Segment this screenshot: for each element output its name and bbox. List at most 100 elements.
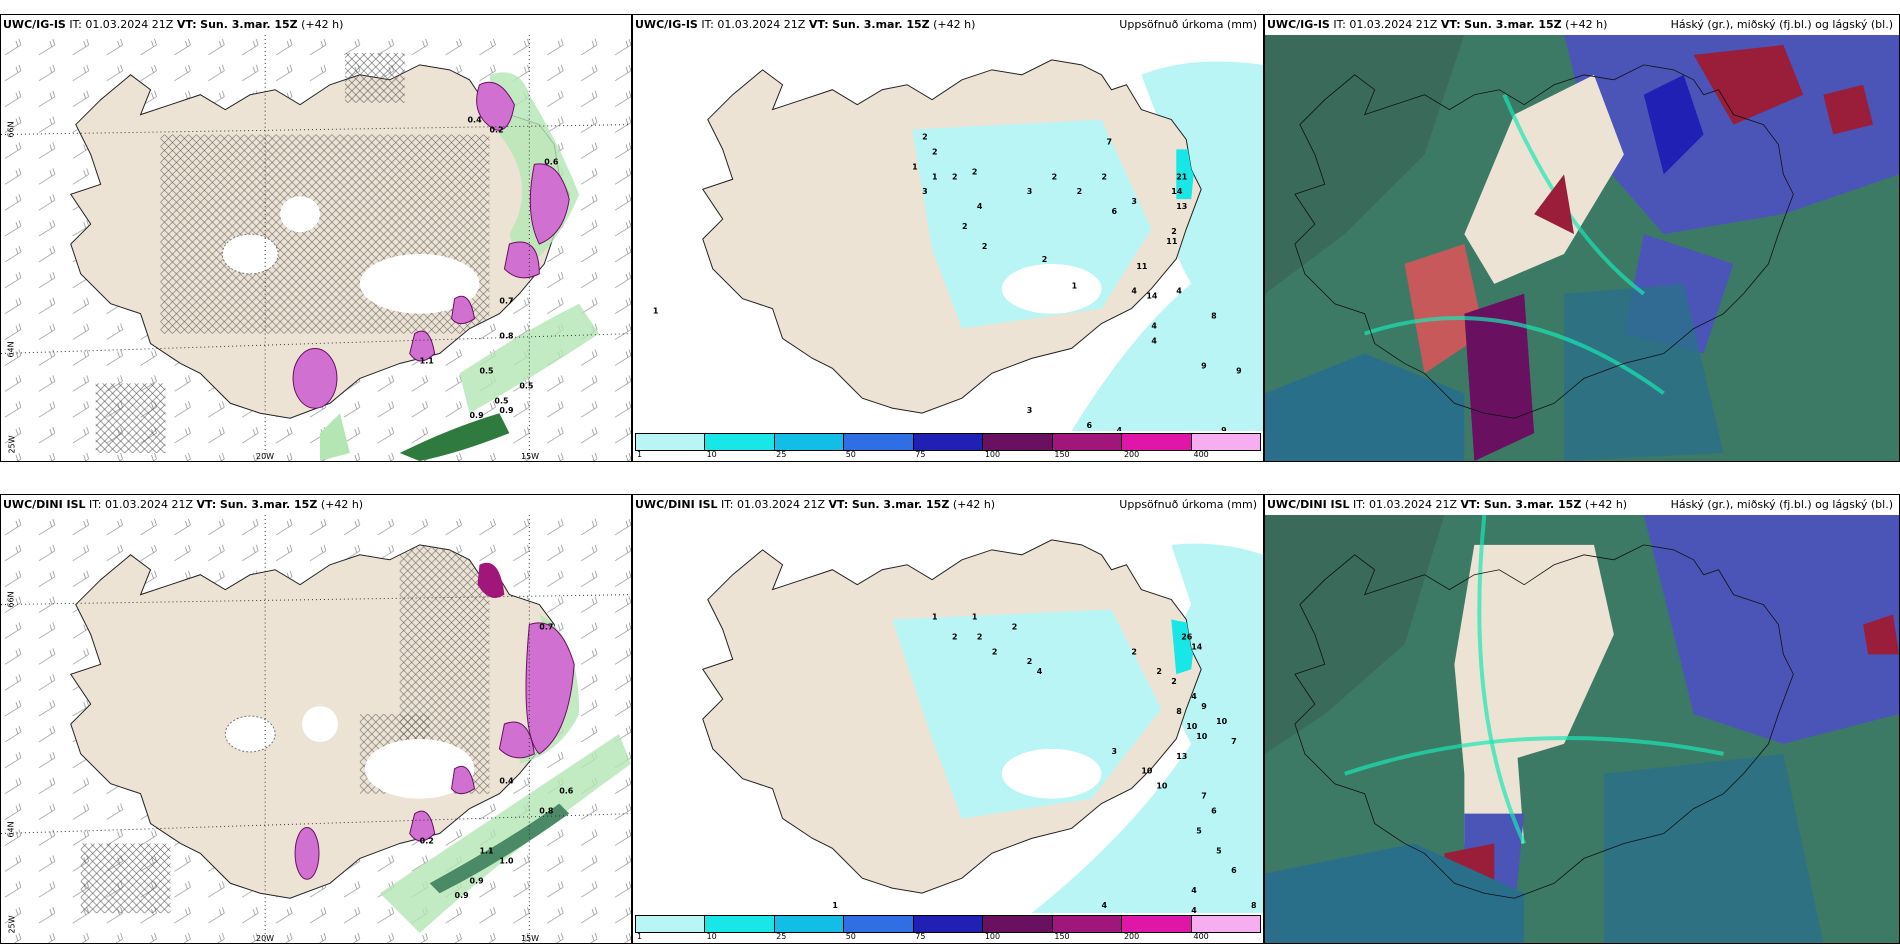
map-canvas	[1265, 35, 1899, 461]
valid-label: VT:	[176, 18, 197, 31]
value-label: 0.6	[559, 787, 574, 796]
value-label: 6	[1211, 807, 1217, 816]
colorbar-label: 25	[776, 932, 787, 941]
value-label: 2	[932, 147, 938, 156]
value-label: 5	[1196, 826, 1202, 835]
precip-accum-map: 1 2 2 1 1 2 2 3 4 2 2 3 2 2 7 2 6 3 2 11 4 14 4 4 8 4 9 9 3 6 4 9 21 14 13…	[633, 35, 1263, 431]
value-label: 2	[977, 632, 983, 641]
valid-label: VT:	[1440, 18, 1461, 31]
value-label: 14	[1171, 187, 1183, 196]
panel-header: UWC/IG-IS IT: 01.03.2024 21Z VT: Sun. 3.…	[633, 15, 1263, 35]
value-label: 4	[1151, 322, 1157, 331]
value-label: 6	[1231, 866, 1237, 875]
init-time: IT: 01.03.2024 21Z	[721, 498, 826, 511]
value-label: 0.9	[455, 891, 470, 900]
value-label: 8	[1176, 707, 1182, 716]
value-label: 0.4	[468, 116, 483, 125]
colorbar-label: 50	[845, 932, 856, 941]
value-label: 0.9	[470, 876, 485, 885]
axis-label-64n: 64N	[6, 821, 16, 838]
value-label: 4	[1151, 336, 1157, 345]
colorbar-swatch	[983, 916, 1053, 932]
value-label: 10	[1186, 722, 1198, 731]
colorbar-swatch	[1191, 434, 1260, 450]
value-label: 7	[1201, 792, 1207, 801]
colorbar-label: 1	[637, 450, 643, 459]
map-canvas: 0.7 0.4 0.6 0.8 1.0 0.9 1.1 0.9 0.2	[1, 515, 631, 943]
value-label: 2	[1156, 667, 1162, 676]
map-canvas: 1122222422249810101071331010765564488426…	[702, 539, 1263, 913]
value-label: 4	[1131, 287, 1137, 296]
value-label: 0.5	[519, 381, 533, 390]
value-label: 11	[1166, 237, 1177, 246]
precip-accum-map: 1122222422249810101071331010765564488426…	[633, 515, 1263, 913]
cloud-cover-map	[1265, 515, 1899, 943]
axis-label-66n: 66N	[6, 121, 16, 138]
colorbar-swatch	[844, 916, 914, 932]
colorbar-label: 200	[1123, 450, 1140, 459]
colorbar: 1 10 25 50 75 100 150 200 400	[633, 431, 1263, 461]
value-label: 13	[1176, 202, 1187, 211]
value-label: 0.6	[544, 157, 559, 166]
init-time: IT: 01.03.2024 21Z	[701, 18, 806, 31]
field-title: Háský (gr.), miðský (fj.bl.) og lágský (…	[1670, 498, 1893, 511]
value-label: 2	[1102, 172, 1108, 181]
colorbar-swatch	[1052, 434, 1123, 450]
value-label: 0.9	[499, 406, 514, 415]
value-label: 0.5	[494, 396, 508, 405]
valid-time: Sun. 3.mar. 15Z	[1483, 498, 1582, 511]
value-label: 8	[1251, 901, 1257, 910]
cloud-cover-map	[1265, 35, 1899, 461]
model-name: UWC/DINI ISL	[1267, 498, 1350, 511]
panel-top-right: UWC/IG-IS IT: 01.03.2024 21Z VT: Sun. 3.…	[1264, 14, 1900, 462]
colorbar-label: 400	[1193, 450, 1209, 459]
colorbar-swatch	[636, 434, 706, 450]
axis-label-66n: 66N	[6, 591, 16, 608]
value-label: 10	[1216, 717, 1228, 726]
value-label: 2	[952, 172, 958, 181]
value-label: 1	[912, 162, 918, 171]
colorbar-swatch	[774, 916, 845, 932]
value-label: 2	[982, 242, 988, 251]
valid-label: VT:	[828, 498, 849, 511]
colorbar-label: 150	[1054, 450, 1070, 459]
value-label: 1	[653, 307, 659, 316]
value-label: 0.8	[499, 332, 514, 341]
panel-bot-left: UWC/DINI ISL IT: 01.03.2024 21Z VT: Sun.…	[0, 494, 632, 944]
panel-header: UWC/IG-IS IT: 01.03.2024 21Z VT: Sun. 3.…	[1265, 15, 1899, 35]
colorbar-swatch	[1122, 434, 1192, 450]
value-label: 0.5	[479, 366, 493, 375]
field-title: Háský (gr.), miðský (fj.bl.) og lágský (…	[1670, 18, 1893, 31]
value-label: 7	[1231, 737, 1237, 746]
colorbar-label: 400	[1193, 932, 1209, 941]
value-label: 3	[1027, 406, 1033, 415]
value-label: 2	[1077, 187, 1083, 196]
colorbar-swatch	[844, 434, 914, 450]
panel-bot-right: UWC/DINI ISL IT: 01.03.2024 21Z VT: Sun.…	[1264, 494, 1900, 944]
value-label: 0.2	[420, 836, 434, 845]
map-canvas: 0.40.20.60.70.80.50.50.50.90.91.1	[1, 35, 631, 461]
colorbar-swatch	[1052, 916, 1123, 932]
colorbar-label: 100	[984, 932, 1001, 941]
value-label: 3	[1111, 747, 1117, 756]
colorbar-label: 25	[776, 450, 787, 459]
init-time: IT: 01.03.2024 21Z	[1353, 498, 1458, 511]
colorbar-label: 1	[637, 932, 643, 941]
value-label: 1	[932, 172, 938, 181]
value-label: 26	[1181, 632, 1193, 641]
value-label: 0.4	[499, 777, 514, 786]
colorbar-label: 50	[845, 450, 856, 459]
valid-label: VT:	[808, 18, 829, 31]
colorbar-swatches	[635, 433, 1261, 451]
value-label: 1	[932, 612, 938, 621]
value-label: 4	[1037, 667, 1043, 676]
model-name: UWC/IG-IS	[3, 18, 66, 31]
panel-header: UWC/DINI ISL IT: 01.03.2024 21Z VT: Sun.…	[633, 495, 1263, 515]
colorbar: 1 10 25 50 75 100 150 200 400	[633, 913, 1263, 943]
value-label: 4	[1176, 287, 1182, 296]
lead-time: (+42 h)	[933, 18, 976, 31]
value-label: 2	[922, 132, 928, 141]
value-label: 6	[1111, 207, 1117, 216]
value-label: 1	[832, 901, 838, 910]
